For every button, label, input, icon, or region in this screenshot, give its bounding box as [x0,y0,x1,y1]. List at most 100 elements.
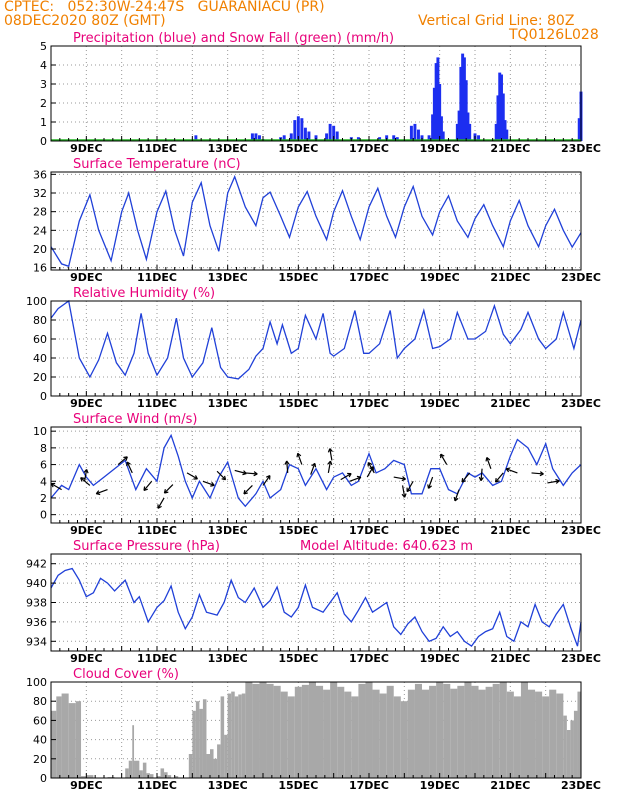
cloud-bar [217,744,221,778]
wind-arrow-head [126,461,131,465]
x-tick-label: 17DEC [349,779,389,792]
cloud-bar [513,696,521,778]
precip-bar [293,120,297,141]
cloud-bar [379,693,387,778]
precip-bar [416,129,420,141]
panel-surface-pressure-hpa: 934 936 938 940 942 9DEC 11DEC 13DEC 15DEC 17DEC 1… [26,539,601,665]
precip-bar [441,131,445,141]
x-tick-label: 15DEC [278,142,318,155]
y-tick-label: 60 [33,714,47,727]
x-tick-label: 19DEC [420,652,460,665]
wind-arrow [494,472,504,483]
x-tick-label: 11DEC [137,524,177,537]
cloud-bar [535,691,543,778]
wind-arrow-head [210,484,215,487]
wind-arrow-shaft [286,460,289,473]
wind-arrow-head [348,473,352,478]
x-tick-label: 23DEC [561,779,601,792]
x-tick-label: 13DEC [208,271,248,284]
wind-arrow-head [80,477,85,479]
x-tick-label: 23DEC [561,652,601,665]
precip-bar [194,135,198,141]
wind-arrow-head [221,478,226,481]
panel-title: Surface Temperature (nC) [73,157,241,172]
cloud-bar [202,699,207,778]
precip-bar [395,137,399,141]
panel-surface-wind-m-s: 0 2 4 6 8 10 9DEC 11DEC 13DEC 15DEC 17DEC 19DEC 21DE… [33,412,601,537]
wind-arrow [157,497,165,509]
precip-bar [461,53,465,141]
wind-arrow [366,466,374,478]
wind-arrow-head [163,489,166,494]
cloud-bar [358,683,366,778]
x-tick-label: 21DEC [490,779,530,792]
wind-arrow-head [253,473,258,477]
y-tick-label: 0 [40,509,47,522]
y-tick-label: 934 [26,635,47,648]
wind-arrow [547,478,560,484]
y-tick-label: 100 [26,295,47,308]
wind-arrow-shaft [461,472,471,483]
cloud-bar [81,776,87,778]
wind-arrow-head [286,460,290,465]
cloud-bar [549,689,557,778]
wind-arrow [143,480,153,492]
precip-bar [436,57,440,141]
wind-arrow [216,470,227,481]
cloud-bar [323,689,331,778]
wind-arrow-shaft [245,472,258,475]
cloud-bar [142,762,147,778]
wind-arrow-shaft [96,489,108,495]
cloud-bar [206,754,210,778]
cloud-bar [407,689,415,778]
precip-bar [431,114,435,141]
x-tick-label: 15DEC [278,271,318,284]
y-tick-label: 936 [26,616,47,629]
cloud-bar [485,686,493,778]
cloud-bar [330,682,338,778]
cloud-bar [174,776,179,778]
cloud-bar [86,775,94,778]
x-tick-label: 21DEC [490,397,530,410]
station-header: CPTEC: 052:30W-24:47S GUARANIACU (PR) [4,0,325,15]
y-tick-label: 942 [26,558,47,571]
cloud-bar [400,701,408,778]
wind-arrow-head [86,469,89,474]
cloud-bar [227,693,232,778]
x-tick-label: 9DEC [70,652,102,665]
x-tick-label: 13DEC [208,524,248,537]
precip-bar [505,129,509,141]
cloud-bar [245,682,253,778]
wind-arrow-head [555,480,560,484]
precip-bar [577,118,581,141]
y-tick-label: 20 [33,753,47,766]
wind-arrow [349,475,362,482]
wind-arrow-shaft [186,472,198,480]
cloud-bar [51,710,57,778]
wind-arrow [262,475,271,486]
x-tick-label: 13DEC [208,142,248,155]
precip-bar [427,135,431,141]
wind-arrow-shaft [486,457,492,469]
precip-bar [328,123,332,141]
x-tick-label: 17DEC [349,524,389,537]
y-tick-label: 940 [26,577,47,590]
y-tick-label: 3 [40,78,47,91]
x-tick-label: 19DEC [420,142,460,155]
wind-arrow-head [461,478,464,483]
series-line [50,433,582,508]
cloud-bar [570,720,574,778]
wind-arrow [126,461,133,474]
wind-arrow [163,484,174,494]
cloud-bar [241,693,246,778]
x-tick-label: 11DEC [137,271,177,284]
precip-bar [332,125,336,141]
cloud-bar [499,682,507,778]
wind-arrow [340,472,352,481]
x-tick-label: 23DEC [561,142,601,155]
x-tick-label: 15DEC [278,397,318,410]
y-tick-label: 24 [33,224,47,237]
cloud-bar [337,686,345,778]
y-tick-label: 938 [26,597,47,610]
